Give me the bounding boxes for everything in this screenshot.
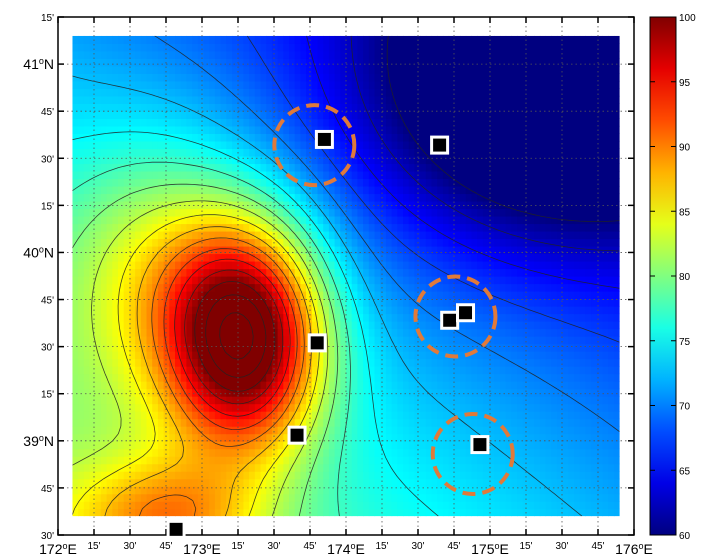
contour-line — [72, 131, 439, 517]
x-tick-label: 15' — [375, 541, 388, 552]
x-tick-label: 45' — [303, 541, 316, 552]
y-axis-labels: 15' 41oN 45' 30' 15' 40oN 45' 30' 15' 39oN 45' 30' — [23, 13, 54, 542]
colorbar-tick-label: 100 — [679, 13, 696, 24]
station-marker — [456, 303, 476, 323]
x-tick-label: 30' — [411, 541, 424, 552]
station-marker — [470, 435, 490, 455]
y-tick-label: 45' — [41, 107, 54, 118]
y-tick-label: 30' — [41, 531, 54, 542]
x-tick-label: 30' — [267, 541, 280, 552]
y-tick-label: 15' — [41, 13, 54, 24]
y-tick-label: 39oN — [23, 433, 54, 449]
x-tick-label: 30' — [123, 541, 136, 552]
x-axis-labels: 172oE 15' 30' 45' 173oE 15' 30' 45' 174oE 15' 30' 4… — [39, 541, 653, 557]
contour-line — [386, 35, 620, 222]
colorbar-tick-label: 75 — [679, 337, 691, 348]
colorbar-tick-label: 80 — [679, 272, 691, 283]
highlight-circle — [272, 103, 357, 188]
highlight-circle — [430, 412, 515, 497]
contour-line — [219, 312, 254, 360]
station-marker — [430, 135, 450, 155]
contour-lines — [72, 35, 620, 517]
station-marker — [166, 519, 186, 539]
x-tick-label: 15' — [519, 541, 532, 552]
contour-line — [138, 237, 305, 517]
station-marker — [440, 310, 460, 330]
x-tick-label: 45' — [591, 541, 604, 552]
contour-line — [174, 258, 291, 417]
x-tick-label: 173oE — [183, 541, 221, 557]
x-tick-label: 175oE — [471, 541, 509, 557]
x-tick-label: 45' — [159, 541, 172, 552]
axis-ticks — [57, 16, 635, 536]
highlight-circle — [413, 274, 498, 359]
x-tick-label: 174oE — [327, 541, 365, 557]
contour-line — [104, 226, 312, 517]
x-tick-label: 15' — [231, 541, 244, 552]
contour-line — [184, 269, 284, 405]
contour-line — [72, 75, 583, 517]
station-markers — [166, 129, 490, 539]
contour-line — [72, 161, 351, 517]
colorbar-tick-label: 65 — [679, 466, 691, 477]
contour-line — [72, 183, 339, 517]
colorbar: 60 65 70 75 80 85 90 95 100 — [649, 13, 696, 542]
y-tick-label: 15' — [41, 390, 54, 401]
contour-line — [205, 294, 267, 378]
graticule — [58, 17, 634, 535]
y-tick-label: 41oN — [23, 56, 54, 72]
y-tick-label: 45' — [41, 484, 54, 495]
colorbar-tick-label: 90 — [679, 143, 691, 154]
x-tick-label: 176oE — [615, 541, 653, 557]
y-tick-label: 30' — [41, 343, 54, 354]
highlight-circles — [272, 103, 515, 497]
x-tick-label: 45' — [447, 541, 460, 552]
y-tick-label: 45' — [41, 296, 54, 307]
colorbar-tick-label: 60 — [679, 531, 691, 542]
contour-line — [306, 35, 620, 289]
colorbar-tick-label: 70 — [679, 402, 691, 413]
station-marker — [287, 425, 307, 445]
y-tick-label: 15' — [41, 201, 54, 212]
x-tick-label: 172oE — [39, 541, 77, 557]
contour-line — [194, 281, 276, 392]
colorbar-tick-label: 95 — [679, 78, 691, 89]
y-tick-label: 30' — [41, 154, 54, 165]
station-marker — [314, 129, 334, 149]
x-tick-label: 15' — [87, 541, 100, 552]
colorbar-tick-label: 85 — [679, 207, 691, 218]
contour-line — [72, 214, 320, 517]
y-tick-label: 40oN — [23, 244, 54, 260]
contour-line — [350, 35, 620, 252]
x-tick-label: 30' — [555, 541, 568, 552]
station-marker — [307, 333, 327, 353]
